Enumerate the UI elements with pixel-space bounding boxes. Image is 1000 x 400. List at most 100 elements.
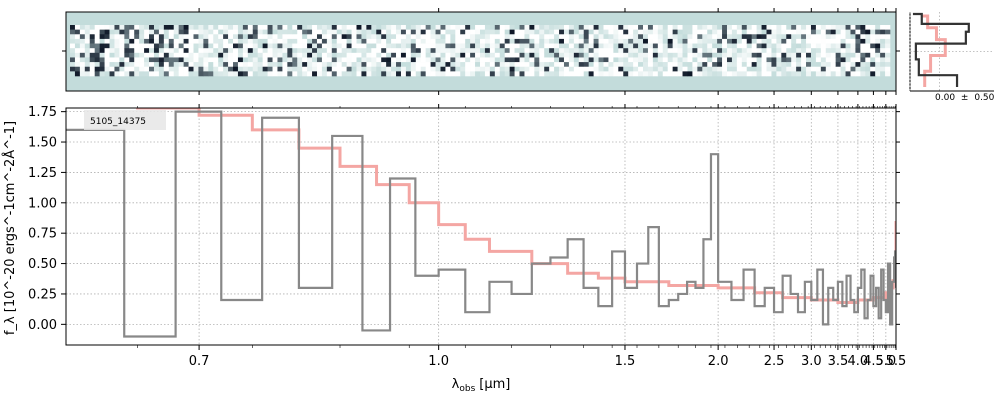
spectrum-2d-cell [208, 25, 214, 30]
spectrum-2d-cell [302, 34, 308, 40]
spectrum-2d-cell [549, 48, 555, 54]
spectrum-2d-cell [287, 43, 293, 49]
spectrum-2d-cell [99, 71, 105, 77]
spectrum-2d-cell [801, 57, 807, 63]
spectrum-2d-cell [697, 25, 703, 30]
spectrum-2d-cell [400, 48, 407, 54]
spectrum-2d-cell [391, 34, 397, 40]
spectrum-2d-cell [875, 48, 881, 54]
spectrum-2d-cell [134, 66, 140, 72]
spectrum-2d-cell [346, 62, 352, 68]
spectrum-2d-cell [662, 52, 669, 58]
spectrum-2d-cell [287, 71, 293, 77]
spectrum-2d-cell [860, 34, 866, 40]
spectrum-2d-cell [144, 71, 150, 77]
spectrum-2d-cell [578, 52, 585, 58]
spectrum-2d-cell [144, 62, 150, 68]
spectrum-2d-cell [845, 34, 851, 40]
profile-grid [909, 12, 994, 91]
spectrum-2d-cell [707, 25, 713, 30]
spectrum-2d-cell [450, 48, 456, 54]
spectrum-2d-cell [593, 52, 599, 58]
spectrum-2d-cell [119, 38, 125, 44]
spectrum-2d-cell [89, 43, 95, 49]
spectrum-2d-cell [247, 34, 254, 40]
spectrum-2d-cell [865, 48, 871, 54]
spectrum-2d-cell [722, 66, 728, 72]
spectrum-2d-cell [233, 34, 239, 40]
spectrum-2d-cell [509, 71, 515, 77]
spectrum-2d-cell [504, 52, 510, 58]
spectrum-2d-cell [341, 66, 347, 72]
spectrum-2d-cell [178, 71, 184, 77]
spectrum-2d-cell [321, 52, 328, 58]
spectrum-2d-cell [751, 71, 757, 77]
spectrum-2d-cell [855, 43, 861, 49]
spectrum-2d-cell [880, 52, 886, 58]
spectrum-2d-cell [736, 25, 743, 30]
spectrum-2d-cell [524, 66, 530, 72]
spectrum-2d-cell [257, 48, 263, 54]
spectrum-2d-cell [277, 57, 283, 63]
spectrum-2d-cell [316, 34, 323, 40]
spectrum-2d-cell [652, 43, 659, 49]
spectrum-2d-cell [341, 34, 347, 40]
spectrum-2d-cell [875, 52, 881, 58]
spectrum-2d-cell [386, 43, 392, 49]
spectrum-2d-cell [559, 25, 565, 30]
spectrum-2d-cell [183, 38, 189, 44]
spectrum-2d-cell [529, 48, 535, 54]
spectrum-2d-cell [746, 57, 752, 63]
spectrum-2d-cell [806, 57, 812, 63]
spectrum-2d-cell [153, 43, 160, 49]
spectrum-2d-cell [657, 43, 664, 49]
spectrum-2d-cell [415, 66, 422, 72]
spectrum-2d-cell [697, 48, 703, 54]
spectrum-2d-cell [786, 43, 792, 49]
spectrum-2d-cell [850, 34, 856, 40]
spectrum-2d-cell [386, 66, 392, 72]
spectrum-2d-cell [178, 52, 184, 58]
spectrum-2d-cell [815, 57, 822, 63]
spectrum-2d-cell [741, 52, 748, 58]
spectrum-2d-cell [489, 38, 496, 44]
spectrum-2d-cell [381, 66, 387, 72]
spectrum-2d-cell [588, 52, 594, 58]
spectrum-2d-cell [509, 62, 515, 68]
spectrum-2d-cell [633, 29, 639, 35]
spectrum-2d-cell [484, 25, 491, 30]
spectrum-2d-cell [386, 71, 392, 77]
profile-panel: 0.00 ± 0.50 [909, 12, 995, 103]
spectrum-2d-cell [697, 62, 703, 68]
spectrum-2d-cell [855, 62, 861, 68]
spectrum-2d-cell [124, 43, 130, 49]
spectrum-2d-cell [475, 34, 481, 40]
spectrum-2d-cell [74, 71, 81, 77]
spectrum-2d-cell [410, 48, 417, 54]
spectrum-2d-cell [74, 57, 81, 63]
spectrum-2d-cell [791, 34, 797, 40]
spectrum-2d-cell [233, 57, 239, 63]
spectrum-2d-cell [70, 57, 76, 63]
spectrum-2d-cell [499, 29, 505, 35]
spectrum-2d-cell [79, 48, 86, 54]
spectrum-2d-cell [499, 48, 505, 54]
spectrum-2d-cell [529, 25, 535, 30]
spectrum-2d-cell [405, 34, 412, 40]
spectrum-2d-cell [662, 48, 669, 54]
spectrum-2d-cell [475, 71, 481, 77]
spectrum-2d-cell [687, 25, 693, 30]
spectrum-2d-cell [559, 57, 565, 63]
spectrum-2d-cell [860, 66, 866, 72]
spectrum-2d-cell [736, 29, 743, 35]
spectrum-2d-cell [272, 71, 278, 77]
spectrum-2d-cell [460, 66, 466, 72]
spectrum-2d-cell [386, 48, 392, 54]
spectrum-2d-cell [796, 38, 802, 44]
spectrum-2d-cell [489, 66, 496, 72]
spectrum-2d-cell [124, 29, 130, 35]
spectrum-2d-cell [455, 34, 461, 40]
spectrum-2d-cell [682, 25, 688, 30]
spectrum-2d-cell [499, 25, 505, 30]
spectrum-2d-cell [731, 29, 738, 35]
